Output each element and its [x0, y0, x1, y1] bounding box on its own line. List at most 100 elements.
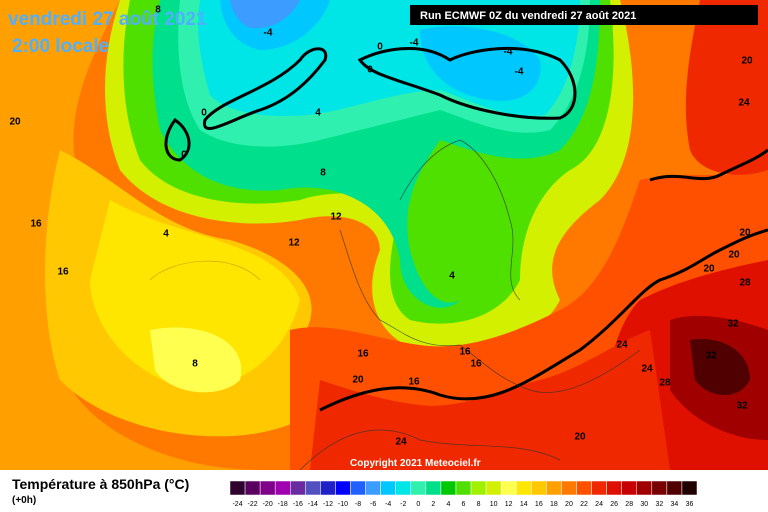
legend-swatch — [320, 480, 336, 496]
legend-label: 20 — [565, 501, 573, 508]
legend-swatch — [395, 480, 412, 496]
legend-label: 28 — [625, 501, 633, 508]
legend-swatch — [485, 480, 502, 496]
legend-swatch — [500, 480, 517, 496]
legend-swatch — [290, 480, 306, 496]
legend-label: 16 — [535, 501, 543, 508]
legend-swatch — [425, 480, 442, 496]
contour-label: 16 — [408, 377, 420, 388]
legend-swatch — [531, 480, 547, 496]
legend-swatch — [576, 480, 592, 496]
legend-swatch — [335, 480, 351, 496]
contour-label: 32 — [736, 401, 748, 412]
contour-label: 24 — [616, 340, 628, 351]
contour-label: 8 — [320, 168, 326, 179]
run-box — [410, 5, 758, 25]
map-date: vendredi 27 août 2021 — [8, 9, 207, 30]
forecast-step: (+0h) — [12, 495, 36, 506]
legend-swatch — [410, 480, 427, 496]
contour-label: 20 — [741, 56, 753, 67]
coastlines — [299, 139, 641, 470]
legend-label: 4 — [446, 501, 450, 508]
field-title: Température à 850hPa (°C) — [12, 476, 189, 492]
legend-label: -2 — [400, 501, 406, 508]
legend-swatch — [274, 480, 291, 496]
contour-label: 16 — [470, 359, 482, 370]
legend-label: -10 — [338, 501, 348, 508]
legend-swatch — [244, 480, 261, 496]
legend-label: 22 — [580, 501, 588, 508]
legend-swatch — [229, 480, 246, 496]
legend-swatch — [681, 480, 698, 496]
legend-swatch — [350, 480, 366, 496]
legend-swatch — [651, 480, 668, 496]
contour-label: 24 — [738, 98, 750, 109]
legend-label: -16 — [293, 501, 303, 508]
legend-label: -18 — [278, 501, 288, 508]
legend-label: -22 — [248, 501, 258, 508]
color-legend: -24 -22 -20 -18 -16 -14 -12 -10 -8 -6 -4 -2 0 2 4 6 8 10 1… — [229, 480, 698, 508]
legend-swatch — [606, 480, 622, 496]
legend-label: 32 — [655, 501, 663, 508]
contour-label: 20 — [739, 228, 751, 239]
legend-label: 8 — [477, 501, 481, 508]
contour-label: -4 — [504, 47, 513, 58]
legend-swatch — [666, 480, 683, 496]
contour-label: 16 — [57, 267, 69, 278]
legend-label: 10 — [490, 501, 498, 508]
contour-label: 16 — [30, 219, 42, 230]
contour-label: -4 — [515, 67, 524, 78]
contour-label: 16 — [459, 347, 471, 358]
contour-label: 24 — [395, 437, 407, 448]
legend-label: 12 — [505, 501, 513, 508]
contour-label: 32 — [727, 319, 739, 330]
legend-label: -20 — [263, 501, 273, 508]
contour-label: 20 — [352, 375, 364, 386]
legend-label: 34 — [671, 501, 679, 508]
legend-label: -14 — [308, 501, 318, 508]
legend-swatch — [515, 480, 532, 496]
contour-label: -4 — [410, 38, 419, 49]
legend-label: -12 — [323, 501, 333, 508]
legend-swatch — [455, 480, 472, 496]
contour-label: 0 — [201, 108, 207, 119]
legend-label: -4 — [385, 501, 391, 508]
legend-swatch — [259, 480, 276, 496]
contour-label: 0 — [181, 150, 187, 161]
contour-label: 0 — [367, 65, 373, 76]
contours — [164, 46, 768, 412]
legend-label: 14 — [520, 501, 528, 508]
contour-label: 28 — [659, 378, 671, 389]
legend-swatch — [546, 480, 562, 496]
legend-label: 36 — [686, 501, 694, 508]
legend-label: 18 — [550, 501, 558, 508]
contour-label: 12 — [330, 212, 342, 223]
contour-label: 0 — [377, 42, 383, 53]
legend-swatch — [591, 480, 607, 496]
legend-swatch — [305, 480, 321, 496]
contour-label: 24 — [641, 364, 653, 375]
legend-swatch — [470, 480, 487, 496]
map-time: 2:00 locale — [12, 36, 109, 57]
legend-label: -6 — [370, 501, 376, 508]
copyright: Copyright 2021 Meteociel.fr — [350, 458, 481, 469]
contour-label: 8 — [192, 359, 198, 370]
legend-label: 26 — [610, 501, 618, 508]
contour-label: 28 — [739, 278, 751, 289]
legend-swatch — [636, 480, 653, 496]
legend-label: -8 — [355, 501, 361, 508]
legend-label: 24 — [595, 501, 603, 508]
contour-label: 20 — [9, 117, 21, 128]
contour-label: 20 — [574, 432, 586, 443]
contour-label: 20 — [703, 264, 715, 275]
legend-swatch — [365, 480, 381, 496]
contour-label: 16 — [357, 349, 369, 360]
legend-label: -24 — [232, 501, 242, 508]
legend-label: 6 — [462, 501, 466, 508]
contour-label: 20 — [728, 250, 740, 261]
contour-label: 12 — [288, 238, 300, 249]
contour-label: 4 — [449, 271, 455, 282]
contour-label: 8 — [155, 5, 161, 16]
